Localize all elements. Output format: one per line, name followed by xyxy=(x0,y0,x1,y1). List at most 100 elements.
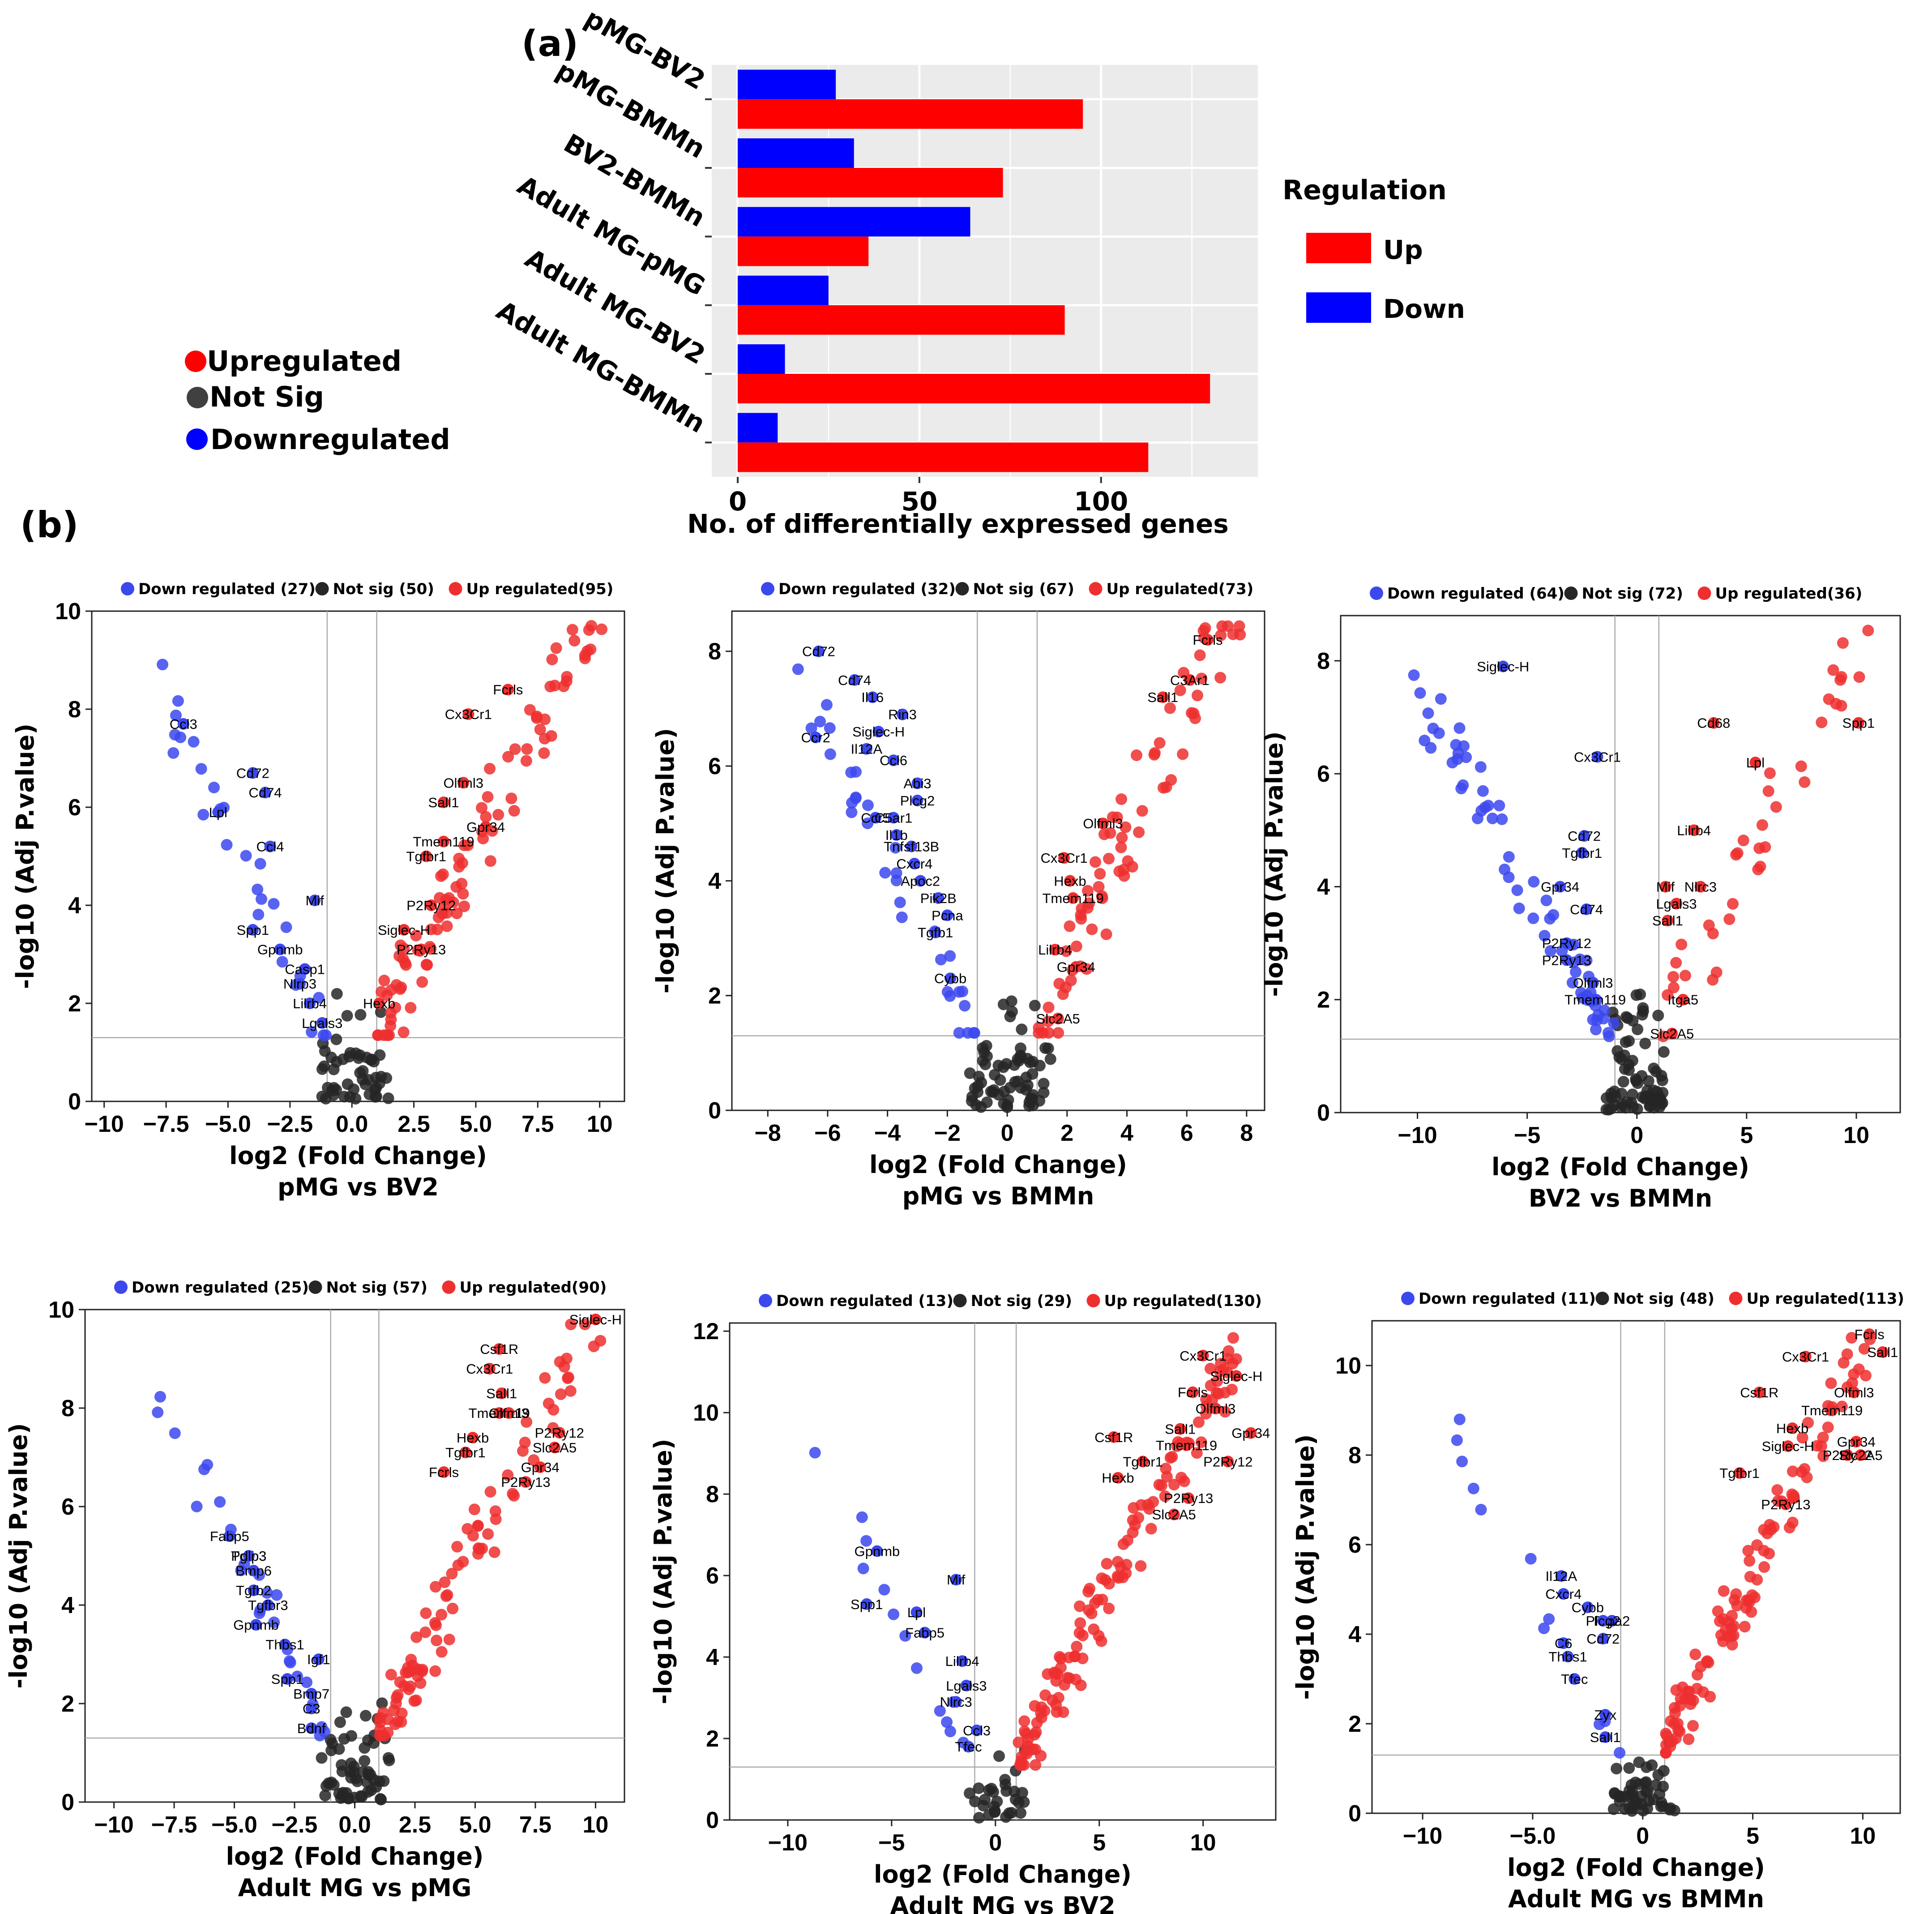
x-tick-label: −2.5 xyxy=(272,1812,318,1838)
gene-label: Pcna xyxy=(932,908,963,923)
point-down xyxy=(1422,707,1434,719)
gene-point xyxy=(1049,944,1061,956)
gene-point xyxy=(1180,1439,1193,1451)
point-down xyxy=(1453,1413,1466,1426)
point-down xyxy=(1477,785,1489,797)
point-not-sig xyxy=(1640,1786,1652,1798)
point-up xyxy=(1071,1640,1083,1653)
gene-point xyxy=(1734,1467,1746,1479)
gene-point xyxy=(223,1530,235,1542)
gene-label: Spp1 xyxy=(237,922,269,938)
point-up xyxy=(1165,774,1177,786)
point-down xyxy=(195,763,207,775)
point-up xyxy=(1660,1727,1672,1739)
point-not-sig xyxy=(316,1063,328,1075)
plot-title: Adult MG vs BV2 xyxy=(890,1892,1115,1914)
point-not-sig xyxy=(359,1710,372,1722)
legend-ns-label: Not sig (50) xyxy=(333,580,434,598)
legend-up-label: Up regulated(73) xyxy=(1107,580,1254,598)
point-up xyxy=(1726,1610,1738,1622)
gene-point xyxy=(294,978,306,990)
point-not-sig xyxy=(345,1730,357,1742)
point-up xyxy=(1101,1558,1113,1570)
point-up xyxy=(390,1691,402,1704)
point-down xyxy=(959,1000,971,1012)
point-up xyxy=(441,920,453,932)
point-up xyxy=(543,1397,555,1409)
point-up xyxy=(1835,671,1847,683)
gene-label: P2Ry13 xyxy=(1164,1490,1213,1506)
point-up xyxy=(1112,1556,1124,1568)
gene-point xyxy=(1677,993,1689,1006)
point-up xyxy=(439,1576,451,1588)
point-up xyxy=(562,1371,574,1383)
gene-point xyxy=(1067,892,1079,904)
gene-point xyxy=(1557,1637,1569,1649)
point-not-sig xyxy=(988,1800,1000,1812)
gene-point xyxy=(810,731,822,743)
gene-point xyxy=(1597,1633,1609,1644)
point-not-sig xyxy=(1002,1094,1014,1106)
gene-label: Siglec-H xyxy=(378,922,430,938)
gene-label: P2Ry13 xyxy=(1761,1497,1810,1512)
point-up xyxy=(1194,649,1206,661)
point-up xyxy=(1214,672,1227,684)
point-not-sig xyxy=(316,1752,328,1764)
legend-ns-dot xyxy=(1595,1292,1609,1305)
point-up xyxy=(1768,1521,1780,1533)
gene-label: Sall1 xyxy=(1147,689,1178,705)
point-up xyxy=(1166,1451,1178,1463)
gene-point xyxy=(1197,1349,1209,1362)
gene-point xyxy=(911,794,923,806)
gene-label: Cd72 xyxy=(236,765,269,781)
x-tick-label: 5 xyxy=(1740,1122,1753,1148)
bar-chart-bars xyxy=(738,69,1210,472)
y-tick-label: 10 xyxy=(48,1297,74,1323)
gene-label: Gpnmb xyxy=(855,1544,900,1559)
point-up xyxy=(1094,868,1106,880)
gene-label: Hexb xyxy=(363,996,395,1011)
point-down xyxy=(240,850,252,862)
point-down xyxy=(154,1391,166,1403)
y-tick-label: 6 xyxy=(1348,1532,1361,1558)
gene-label: Olfml3 xyxy=(1196,1401,1236,1417)
gene-label: Csf1R xyxy=(1094,1430,1133,1445)
gene-label: Tmem119 xyxy=(1156,1438,1217,1453)
legend-down-dot xyxy=(1370,587,1383,600)
point-down xyxy=(1525,1553,1537,1565)
point-down xyxy=(252,908,265,921)
point-up xyxy=(395,1716,407,1728)
point-up xyxy=(1030,1759,1042,1771)
gene-label: Tmem119 xyxy=(1043,891,1104,906)
point-down xyxy=(255,893,267,905)
point-up xyxy=(1226,1383,1238,1396)
gene-label: Tfec xyxy=(955,1739,982,1755)
volcano-plot-bv2-vs-bmmn: Down regulated (64) Not sig (72) Up regula… xyxy=(1260,585,1901,1212)
point-not-sig xyxy=(1630,989,1642,1001)
point-up xyxy=(1799,776,1811,788)
point-down xyxy=(890,874,902,886)
point-up xyxy=(1233,620,1245,632)
point-down xyxy=(824,722,836,734)
y-tick-label: 6 xyxy=(1317,761,1330,787)
gene-label: Cd68 xyxy=(1697,715,1730,731)
point-not-sig xyxy=(1626,1088,1638,1100)
gene-point xyxy=(1560,954,1573,966)
point-up xyxy=(517,1445,529,1457)
point-not-sig xyxy=(1607,1803,1620,1815)
plot-title: BV2 vs BMMn xyxy=(1529,1184,1712,1212)
point-up xyxy=(1103,1602,1115,1614)
gene-label: Olfml3 xyxy=(1083,816,1123,831)
gene-label: P2Ry13 xyxy=(397,942,446,958)
gene-point xyxy=(890,829,902,841)
gene-label: Ccr5 xyxy=(861,810,890,826)
point-down xyxy=(1408,669,1420,681)
volcano-frame xyxy=(1371,1320,1901,1814)
point-up xyxy=(1744,1555,1756,1567)
point-up xyxy=(1043,1027,1055,1039)
gene-point xyxy=(1576,847,1588,859)
gene-point xyxy=(1222,1456,1234,1468)
x-tick-label: 0 xyxy=(1636,1823,1649,1849)
gene-label: Pdlp3 xyxy=(231,1548,266,1564)
